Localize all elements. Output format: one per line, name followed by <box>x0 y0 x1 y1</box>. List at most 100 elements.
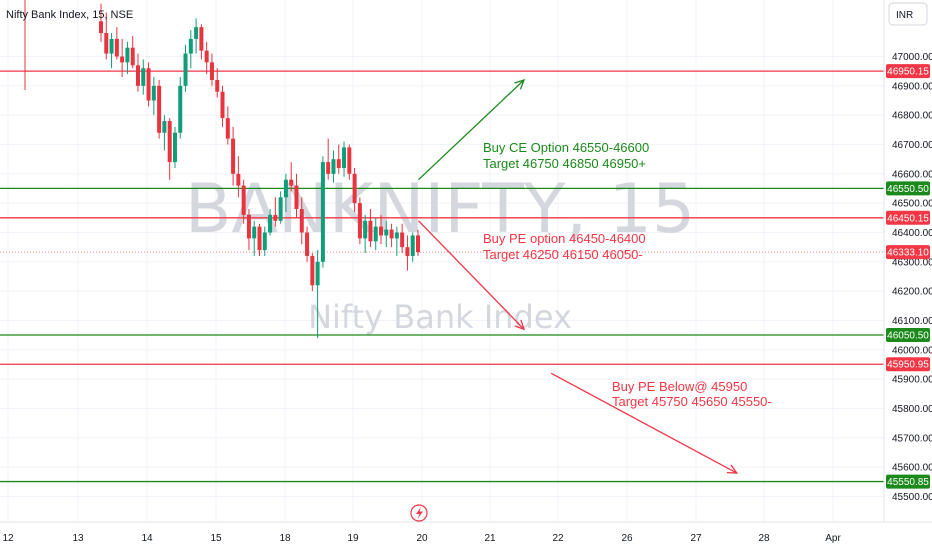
price-tag-label: 46050.50 <box>887 331 929 342</box>
candle-body <box>209 62 214 80</box>
price-tag <box>886 357 930 372</box>
price-tags: 46950.15 46550.50 46450.15 46333.10 46050.50… <box>886 64 930 489</box>
annotation-ce-line2: Target 46750 46850 46950+ <box>483 156 646 171</box>
candle-body <box>188 38 193 54</box>
candle-body <box>394 232 399 239</box>
price-tag <box>886 210 930 225</box>
candle-body <box>352 173 357 204</box>
candles <box>24 0 420 339</box>
price-tag <box>886 64 930 79</box>
candle-body <box>199 27 204 51</box>
y-tick-label: 45700.00 <box>892 433 932 444</box>
candle-body <box>99 21 103 34</box>
candle-body <box>220 91 225 119</box>
x-tick-label: 27 <box>690 533 702 544</box>
x-tick-label: 15 <box>210 533 222 544</box>
candle-body <box>326 162 331 174</box>
price-tag-label: 46450.15 <box>887 213 929 224</box>
arrow-head <box>514 319 526 331</box>
currency-label: INR <box>896 10 913 21</box>
time-axis-bg <box>0 522 932 550</box>
candle-body <box>125 47 130 63</box>
candle-body <box>130 47 135 66</box>
y-tick-label: 46300.00 <box>892 257 932 268</box>
arrow-head <box>514 78 526 90</box>
candle-body <box>215 79 220 92</box>
price-tag <box>886 474 930 489</box>
candle-body <box>151 85 156 101</box>
x-tick-label: 20 <box>416 533 428 544</box>
price-tag-label: 45550.85 <box>887 477 929 488</box>
candle-body <box>231 138 236 174</box>
y-tick-label: 45500.00 <box>892 492 932 503</box>
candle-body <box>305 232 310 256</box>
x-tick-label: 14 <box>141 533 153 544</box>
candle-body <box>294 185 299 210</box>
trend-arrow[interactable] <box>418 79 525 181</box>
candle-body <box>368 220 373 242</box>
candle-body <box>194 27 199 39</box>
candle-body <box>347 147 352 174</box>
candle-body <box>109 38 114 54</box>
y-tick-label: 45600.00 <box>892 463 932 474</box>
x-tick-label: 19 <box>347 533 359 544</box>
candle-body <box>246 214 251 239</box>
candle-body <box>416 235 420 253</box>
x-tick-label: 21 <box>484 533 496 544</box>
candle-body <box>278 197 283 221</box>
x-tick-label: 12 <box>2 533 14 544</box>
price-tag <box>886 245 930 260</box>
candle-body <box>172 132 177 163</box>
time-axis[interactable]: 12 13 14 15 18 19 20 21 22 26 27 28 Apr <box>2 533 841 544</box>
candle-body <box>389 229 394 239</box>
y-tick-label: 46100.00 <box>892 316 932 327</box>
y-tick-label: 45800.00 <box>892 404 932 415</box>
candle-body <box>268 214 273 233</box>
candle-body <box>257 226 262 251</box>
price-axis[interactable]: 45500.00 45600.00 45700.00 45800.00 45900.00… <box>892 52 932 503</box>
y-tick-label: 46400.00 <box>892 228 932 239</box>
candle-body <box>405 247 410 256</box>
price-tag-label: 46550.50 <box>887 184 929 195</box>
trend-arrow[interactable] <box>418 220 525 330</box>
candle-body <box>241 185 246 215</box>
candle-body <box>283 179 288 198</box>
candle-body <box>336 159 341 168</box>
y-tick-label: 46700.00 <box>892 140 932 151</box>
candle-body <box>320 162 325 262</box>
candle-body <box>400 232 405 248</box>
candle-body <box>178 85 183 133</box>
y-tick-label: 46600.00 <box>892 169 932 180</box>
annotation-pe-below[interactable]: Buy PE Below@ 45950 Target 45750 45650 4… <box>612 379 772 409</box>
x-tick-label: 13 <box>72 533 84 544</box>
annotation-pe-below-line1: Buy PE Below@ 45950 <box>612 379 747 394</box>
trend-arrow[interactable] <box>550 372 738 474</box>
x-tick-label: 18 <box>279 533 291 544</box>
annotation-ce-line1: Buy CE Option 46550-46600 <box>483 140 649 155</box>
arrows[interactable] <box>418 78 739 474</box>
y-tick-label: 46000.00 <box>892 345 932 356</box>
lightning-icon[interactable] <box>410 504 428 522</box>
watermark-name: Nifty Bank Index <box>308 298 572 336</box>
arrow-head <box>726 464 739 474</box>
candle-body <box>157 85 162 133</box>
symbol-title: Nifty Bank Index, 15, NSE <box>6 9 133 21</box>
grid <box>0 0 884 522</box>
candle-body <box>410 235 415 256</box>
candle-body <box>104 33 109 54</box>
annotation-ce[interactable]: Buy CE Option 46550-46600 Target 46750 4… <box>483 140 649 171</box>
currency-button[interactable]: INR <box>888 2 928 26</box>
candle-body <box>252 226 257 239</box>
x-tick-label: 22 <box>552 533 564 544</box>
candle-body <box>167 121 172 163</box>
candle-body <box>236 173 241 186</box>
x-tick-label: Apr <box>825 533 841 544</box>
price-tag-label: 46950.15 <box>887 67 929 78</box>
candle-body <box>146 68 151 101</box>
candle-body <box>289 179 294 186</box>
candle-body <box>204 50 209 63</box>
annotation-pe[interactable]: Buy PE option 46450-46400 Target 46250 4… <box>483 231 646 262</box>
horizontal-levels[interactable] <box>0 70 884 483</box>
annotation-pe-line2: Target 46250 46150 46050- <box>483 247 643 262</box>
